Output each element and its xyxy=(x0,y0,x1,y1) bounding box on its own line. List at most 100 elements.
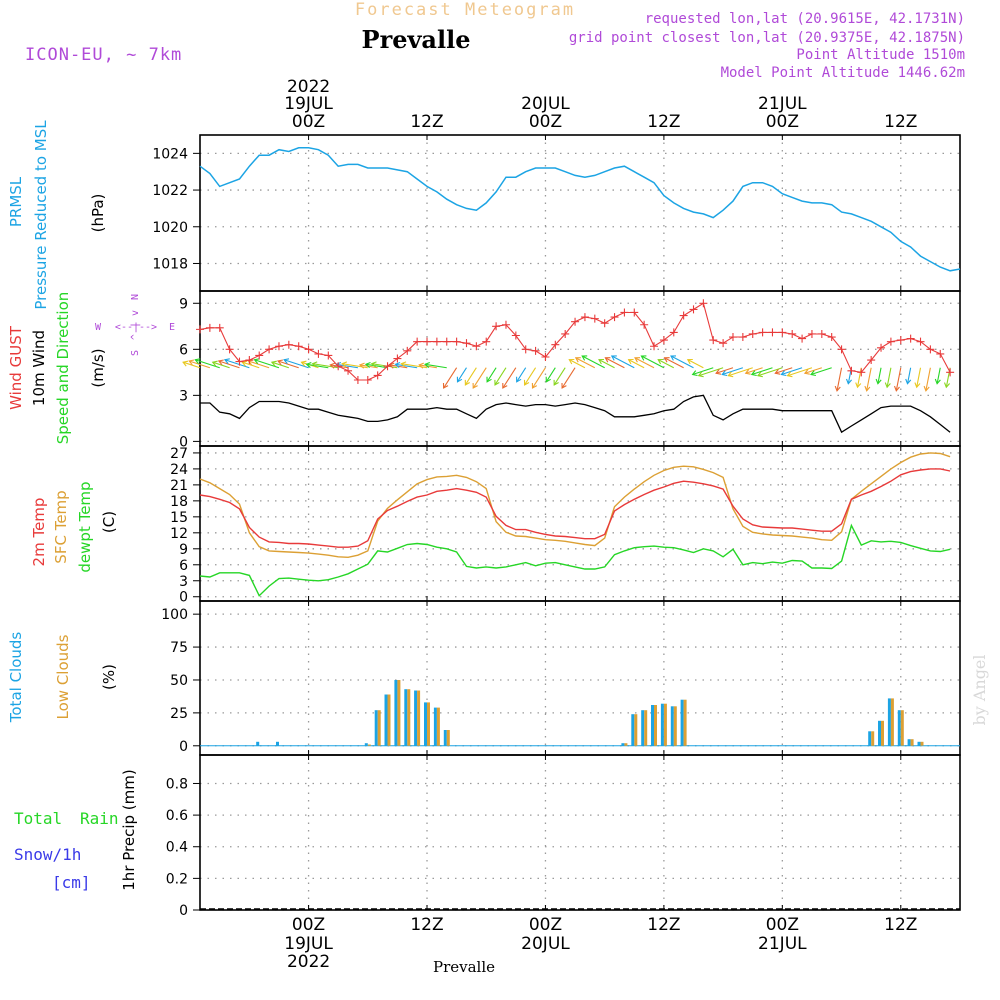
top-hour-label: 12Z xyxy=(410,112,443,132)
wind-arrow-head xyxy=(516,376,522,383)
label-sfc-temp: SFC Temp xyxy=(52,490,70,563)
wind-arrow-head xyxy=(182,360,189,367)
wind-arrow-head xyxy=(604,357,611,363)
gust-marker xyxy=(314,349,323,358)
wind-arrow xyxy=(365,363,388,369)
label-prmsl: PRMSL xyxy=(7,176,25,227)
gust-marker xyxy=(748,329,757,338)
wind-arrow xyxy=(472,367,487,389)
wind-arrow-head xyxy=(803,369,810,375)
top-date-label: 21JUL xyxy=(758,94,807,114)
bottom-hour-label: 12Z xyxy=(884,915,917,935)
gust-marker xyxy=(867,356,876,365)
wind-arrow-head xyxy=(364,361,371,369)
gust-marker xyxy=(877,343,886,352)
gust-marker xyxy=(344,366,353,375)
bottom-hour-label: 12Z xyxy=(647,915,680,935)
gust-marker xyxy=(758,328,767,337)
wind-arrow-head xyxy=(875,378,882,385)
gust-marker xyxy=(719,339,728,348)
low-cloud-bar xyxy=(881,720,884,746)
gust-marker xyxy=(886,337,895,346)
wind-arrow xyxy=(425,363,447,369)
wind-arrow xyxy=(692,367,714,376)
wind-arrow xyxy=(781,367,803,376)
gust-marker xyxy=(936,349,945,358)
low-cloud-bar xyxy=(663,703,667,746)
compass-ns-arrows: ^ | v xyxy=(130,310,141,340)
frame-precip xyxy=(199,754,961,911)
wind-arrow-head xyxy=(774,369,781,375)
wind-arrow xyxy=(810,367,832,376)
wind-arrow-head xyxy=(194,358,201,364)
low-cloud-bar xyxy=(910,739,914,746)
wind-arrow xyxy=(628,359,645,369)
wind-arrow-head xyxy=(223,358,230,364)
gust-marker xyxy=(225,345,234,354)
wind-arrow-head xyxy=(188,359,195,366)
gust-marker xyxy=(788,329,797,338)
gust-marker xyxy=(551,340,560,349)
total-cloud-bar xyxy=(276,741,279,746)
wind-arrow-head xyxy=(581,355,588,361)
low-cloud-bar xyxy=(900,710,904,746)
gust-marker xyxy=(541,352,550,361)
wind-arrow-head xyxy=(341,361,348,368)
total-cloud-bar xyxy=(907,739,911,746)
gust-marker xyxy=(521,345,530,354)
wind-arrow xyxy=(464,367,477,386)
bottom-hour-label: 12Z xyxy=(410,915,443,935)
gust-marker xyxy=(492,322,501,331)
gust-marker xyxy=(413,337,422,346)
wind-arrow-head xyxy=(893,385,900,392)
gust-marker xyxy=(837,345,846,354)
wind-arrow-head xyxy=(502,383,508,389)
label-precip-unit: 1hr Precip (mm) xyxy=(120,769,138,890)
total-cloud-bar xyxy=(621,743,625,746)
bottom-date-label: 19JUL xyxy=(284,934,333,954)
wind-arrow xyxy=(916,367,922,388)
wind-arrow xyxy=(486,367,497,383)
ytick-label-clouds: 100 xyxy=(161,607,188,623)
ytick-label-clouds: 75 xyxy=(170,640,188,656)
wind-arrow xyxy=(856,367,862,388)
wind-arrow-head xyxy=(715,369,722,375)
low-cloud-bar xyxy=(634,714,638,746)
ytick-label-clouds: 50 xyxy=(170,673,188,689)
gust-marker xyxy=(709,336,718,345)
gust-markers xyxy=(196,299,955,385)
wind-arrow xyxy=(195,359,220,369)
wind-arrow-head xyxy=(442,382,449,389)
gust-marker xyxy=(403,346,412,355)
total-cloud-bar xyxy=(917,741,921,746)
ytick-label-wind: 3 xyxy=(179,388,188,404)
wind-arrow xyxy=(605,357,625,369)
wind-arrow xyxy=(581,355,605,369)
label-ms: (m/s) xyxy=(89,348,107,387)
top-hour-label: 12Z xyxy=(647,112,680,132)
frame-clouds xyxy=(199,600,961,756)
wind-arrow xyxy=(306,363,329,369)
temp-2m-line xyxy=(199,468,951,548)
requested-coords: requested lon,lat (20.9615E, 42.1731N) xyxy=(645,11,965,27)
total-cloud-bar xyxy=(384,694,388,746)
wind-arrow xyxy=(657,359,675,369)
ytick-label-temperature: 6 xyxy=(179,558,188,574)
gust-marker xyxy=(274,342,283,351)
wind-arrow-head xyxy=(370,361,377,368)
gust-marker xyxy=(294,342,303,351)
label-snow: Snow/1h xyxy=(14,845,81,864)
bottom-year-label: 2022 xyxy=(287,952,330,972)
wind-arrow xyxy=(906,367,912,384)
wind-arrow xyxy=(189,360,211,369)
label-total-clouds: Total Clouds xyxy=(7,632,25,724)
label-cm: [cm] xyxy=(52,873,91,892)
wind-arrow-head xyxy=(934,378,941,385)
pressure-line xyxy=(199,147,961,272)
gust-marker xyxy=(847,366,856,375)
gridpoint-coords: grid point closest lon,lat (20.9375E, 42… xyxy=(569,30,965,46)
wind-arrow-head xyxy=(494,379,500,386)
wind-arrow-head xyxy=(523,379,530,386)
wind-arrow xyxy=(277,360,299,369)
